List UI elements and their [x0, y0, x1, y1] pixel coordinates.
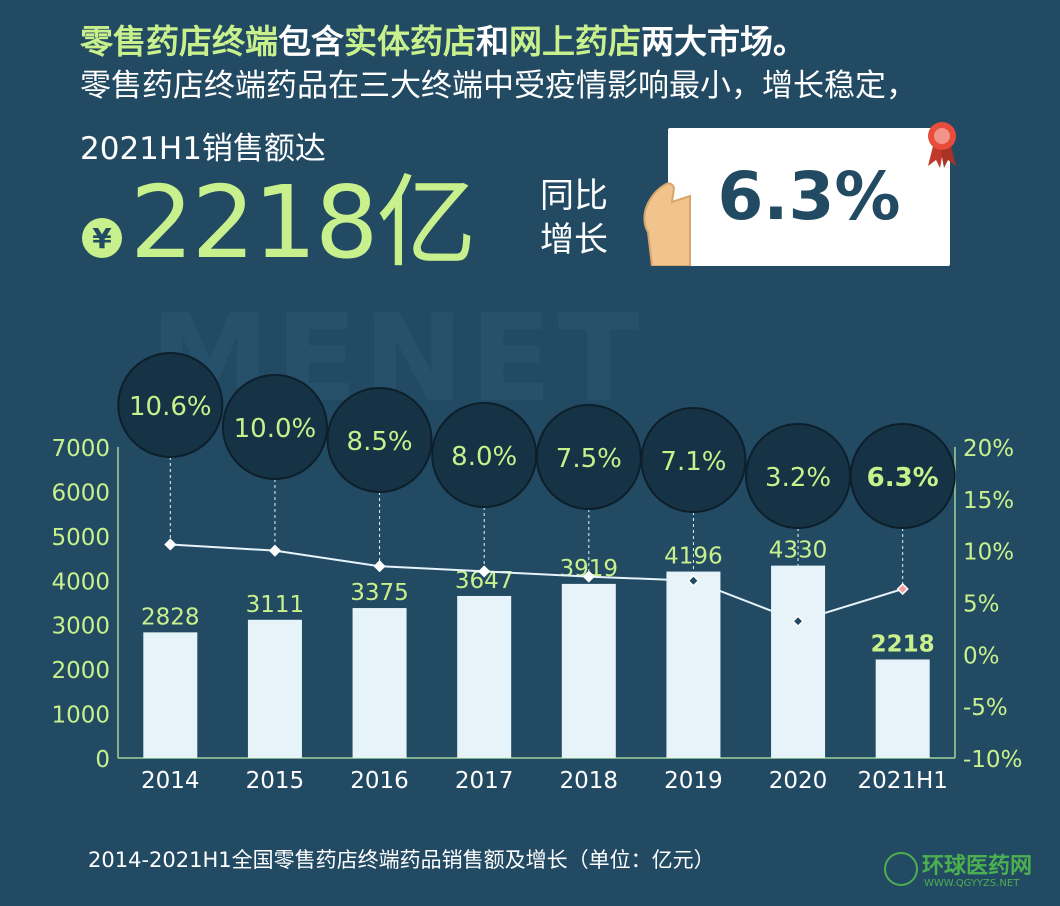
headline-part-0: 零售药店终端: [80, 22, 278, 61]
bar: [143, 632, 198, 758]
headline-part-4: 网上药店: [509, 22, 641, 61]
logo-text: 环球医药网: [922, 854, 1033, 879]
y-right-tick-label: -10%: [963, 747, 1022, 773]
growth-bubble: [849, 423, 956, 529]
growth-point: [268, 544, 281, 557]
growth-bubble: [117, 352, 224, 458]
subheadline: 零售药店终端药品在三大终端中受疫情影响最小，增长稳定，: [80, 68, 917, 104]
y-left-tick-label: 1000: [51, 703, 110, 729]
growth-bubble-label: 7.1%: [660, 447, 726, 477]
hand-icon: [643, 182, 691, 266]
yoy-label-line1: 同比: [540, 176, 608, 216]
yoy-value: 6.3%: [717, 158, 901, 235]
bar-value-label: 2218: [871, 631, 935, 657]
growth-point: [478, 565, 491, 578]
bar-value-label: 2828: [141, 604, 200, 630]
growth-bubble: [326, 387, 433, 493]
y-right-tick-label: -5%: [963, 695, 1008, 721]
growth-bubble-label: 10.0%: [234, 414, 317, 444]
x-tick-label: 2017: [455, 768, 514, 794]
y-left-tick-label: 3000: [51, 614, 110, 640]
headline: 零售药店终端包含实体药店和网上药店两大市场。: [80, 22, 806, 62]
y-right-tick-label: 15%: [963, 488, 1014, 514]
y-right-tick-label: 20%: [963, 436, 1014, 462]
growth-bubble-label: 6.3%: [867, 463, 939, 493]
headline-part-2: 实体药店: [344, 22, 476, 61]
growth-point: [582, 570, 595, 583]
bar: [666, 571, 721, 758]
y-left-tick-label: 5000: [51, 525, 110, 551]
y-left-tick-label: 2000: [51, 658, 110, 684]
growth-point: [164, 538, 177, 551]
y-left-tick-label: 0: [95, 747, 110, 773]
bar: [247, 619, 302, 758]
headline-part-1: 包含: [278, 22, 344, 61]
growth-bubble-label: 8.0%: [451, 442, 517, 472]
bar-value-label: 3375: [350, 580, 409, 606]
bar: [771, 565, 826, 758]
x-tick-label: 2016: [350, 768, 409, 794]
growth-bubble: [640, 407, 747, 513]
x-tick-label: 2020: [769, 768, 828, 794]
headline-part-3: 和: [476, 22, 509, 61]
y-left-tick-label: 7000: [51, 436, 110, 462]
yoy-label-line2: 增长: [540, 220, 608, 260]
chart-caption: 2014-2021H1全国零售药店终端药品销售额及增长（单位：亿元）: [88, 848, 715, 872]
bar: [352, 608, 407, 758]
sales-label: 2021H1销售额达: [80, 131, 326, 167]
award-ribbon-icon: [928, 122, 956, 168]
growth-line: [170, 543, 903, 623]
x-tick-label: 2021H1: [857, 768, 947, 794]
y-right-tick-label: 0%: [963, 643, 1000, 669]
growth-bubble-label: 7.5%: [556, 444, 622, 474]
bar-value-label: 3111: [246, 592, 305, 618]
x-tick-label: 2018: [560, 768, 619, 794]
x-tick-label: 2015: [246, 768, 305, 794]
globe-icon: [884, 852, 918, 886]
y-left-tick-label: 6000: [51, 480, 110, 506]
sales-big-number: 2218亿: [130, 164, 476, 281]
y-left-tick-label: 4000: [51, 569, 110, 595]
yoy-card: 6.3%: [668, 128, 950, 266]
growth-bubble-label: 8.5%: [347, 427, 413, 457]
y-right-tick-label: 10%: [963, 540, 1014, 566]
y-right-tick-label: 5%: [963, 592, 1000, 618]
growth-bubble-label: 3.2%: [765, 463, 831, 493]
logo-url: WWW.QGYYZS.NET: [924, 878, 1020, 889]
growth-bubble: [221, 374, 328, 480]
growth-bubble-label: 10.6%: [129, 392, 212, 422]
site-logo: 环球医药网 WWW.QGYYZS.NET: [884, 848, 1054, 896]
headline-part-5: 两大市场。: [641, 22, 806, 61]
yen-icon: ¥: [82, 218, 122, 258]
growth-point: [373, 560, 386, 573]
growth-point: [896, 582, 909, 596]
bar: [875, 659, 930, 758]
x-tick-label: 2014: [141, 768, 200, 794]
growth-point: [792, 615, 805, 628]
bar: [457, 595, 512, 758]
growth-point: [687, 574, 700, 587]
yoy-label: 同比 增长: [540, 174, 620, 262]
bar: [561, 583, 616, 758]
x-tick-label: 2019: [664, 768, 723, 794]
